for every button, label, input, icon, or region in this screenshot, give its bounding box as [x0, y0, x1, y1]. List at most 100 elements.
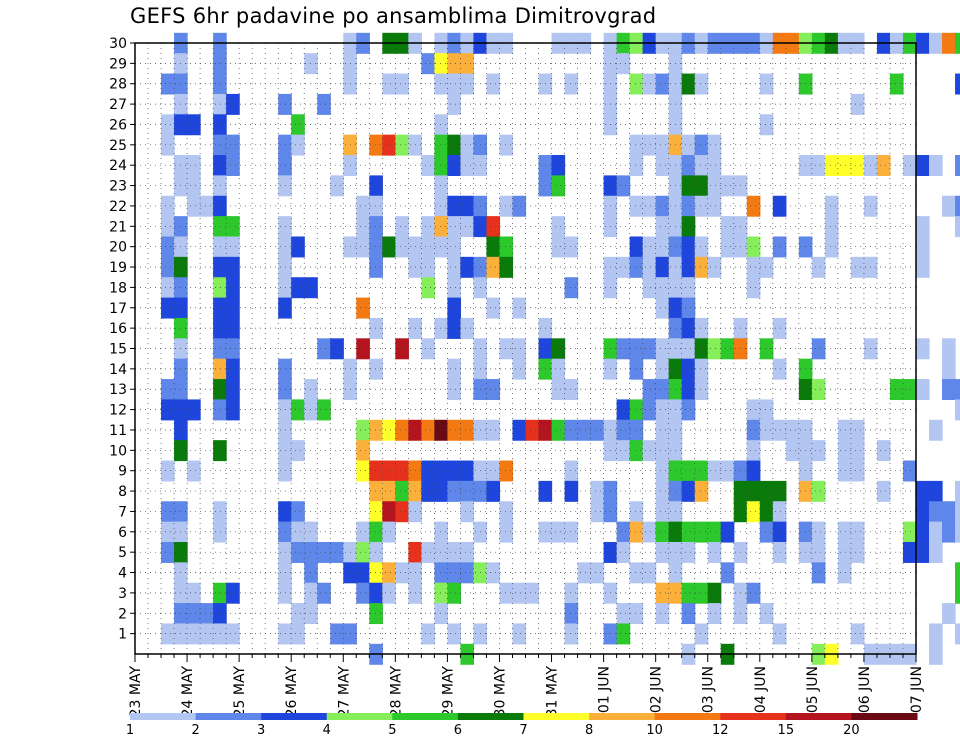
precip-cell — [226, 216, 240, 238]
precip-cell — [824, 216, 839, 238]
precip-cell — [304, 562, 318, 584]
precip-cell — [460, 317, 475, 339]
precip-cell — [916, 236, 930, 258]
precip-cell — [226, 256, 240, 278]
precip-cell — [916, 541, 930, 563]
precip-cell — [317, 338, 331, 360]
precip-cell — [395, 73, 409, 95]
y-tick-label: 19 — [109, 260, 127, 276]
precip-cell — [460, 53, 475, 75]
precip-cell — [955, 501, 960, 523]
precip-cell — [434, 317, 448, 339]
precip-cell — [759, 73, 774, 95]
precip-cell — [460, 195, 475, 217]
precip-cell — [278, 419, 292, 441]
precip-cell — [551, 338, 566, 360]
precip-cell — [226, 93, 240, 115]
precip-cell — [655, 603, 670, 625]
precip-cell — [330, 175, 344, 197]
colorbar-label: 5 — [388, 723, 396, 738]
precip-cell — [746, 460, 761, 482]
precip-cell — [694, 317, 709, 339]
precip-cell — [955, 582, 960, 604]
precip-cell — [278, 399, 292, 421]
precip-cell — [629, 562, 644, 584]
x-tick-label: 31 MAY — [545, 666, 561, 718]
precip-cell — [460, 460, 475, 482]
precip-cell — [499, 338, 514, 360]
colorbar-segment — [392, 713, 459, 720]
precip-cell — [161, 277, 175, 299]
precip-cell — [694, 195, 709, 217]
precip-cell — [772, 623, 787, 645]
precip-cell — [681, 277, 696, 299]
precip-cell — [434, 480, 448, 502]
precip-cell — [499, 501, 514, 523]
precip-cell — [746, 399, 761, 421]
y-tick-label: 8 — [118, 484, 127, 500]
precip-cell — [642, 562, 657, 584]
precip-cell — [512, 195, 527, 217]
precip-cell — [525, 419, 540, 441]
colorbar-label: 3 — [257, 723, 265, 738]
precip-cell — [694, 256, 709, 278]
precip-cell — [226, 623, 240, 645]
precip-cell — [213, 440, 227, 462]
precip-cell — [785, 440, 800, 462]
precip-cell — [304, 277, 318, 299]
precip-cell — [213, 155, 227, 176]
precip-cell — [317, 93, 331, 115]
precip-cell — [291, 541, 305, 563]
precip-cell — [187, 582, 201, 604]
precip-cell — [942, 603, 956, 625]
precip-cell — [564, 623, 579, 645]
precip-cell — [720, 562, 735, 584]
precip-cell — [278, 297, 292, 319]
precip-cell — [369, 480, 383, 502]
precip-cell — [902, 155, 917, 176]
precip-cell — [746, 419, 761, 441]
precip-cell — [434, 460, 448, 482]
precip-cell — [460, 562, 475, 584]
precip-cell — [486, 480, 501, 502]
precip-cell — [811, 256, 826, 278]
precip-cell — [616, 53, 631, 75]
precip-cell — [929, 419, 943, 441]
precip-cell — [616, 175, 631, 197]
precip-cell — [356, 195, 370, 217]
precip-cell — [916, 480, 930, 502]
x-tick-label: 02 JUN — [649, 666, 665, 713]
precip-cell — [434, 175, 448, 197]
precip-cell — [707, 175, 722, 197]
precip-cell — [278, 582, 292, 604]
precip-cell — [629, 256, 644, 278]
precip-cell — [447, 358, 462, 380]
precip-cell — [447, 53, 462, 75]
precip-cell — [291, 134, 305, 156]
precip-cell — [278, 501, 292, 523]
precip-cell — [304, 603, 318, 625]
precip-cell — [213, 399, 227, 421]
precip-cell — [278, 379, 292, 401]
colorbar-label: 12 — [712, 723, 729, 738]
precip-cell — [512, 358, 527, 380]
x-tick-label: 01 JUN — [597, 666, 613, 713]
precip-cell — [850, 460, 865, 482]
precip-cell — [629, 338, 644, 360]
precip-cell — [629, 399, 644, 421]
precip-cell — [955, 480, 960, 502]
colorbar-segment — [523, 713, 590, 720]
precip-cell — [226, 236, 240, 258]
precip-cell — [213, 379, 227, 401]
precip-cell — [655, 541, 670, 563]
precip-cell — [955, 195, 960, 217]
precip-cell — [226, 582, 240, 604]
precip-cell — [707, 521, 722, 543]
precip-cell — [707, 155, 722, 176]
precip-cell — [694, 623, 709, 645]
y-tick-label: 20 — [109, 240, 127, 256]
precip-cell — [187, 460, 201, 482]
precip-cell — [720, 338, 735, 360]
precip-cell — [642, 379, 657, 401]
precip-cell — [512, 582, 527, 604]
